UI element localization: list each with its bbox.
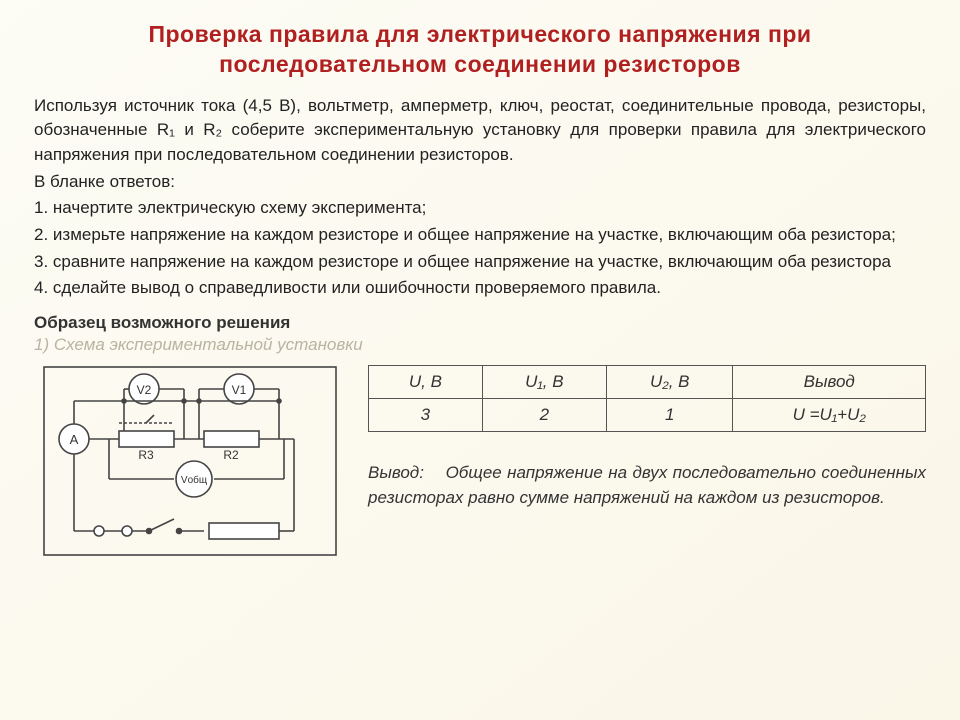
vобщ-label: Vобщ [181,474,207,486]
step-4: 4. сделайте вывод о справедливости или о… [34,276,926,301]
col-conclusion: Вывод [733,365,926,398]
r2-label: R2 [223,448,239,462]
cell-U: 3 [369,398,483,431]
col-U2: U₂, В [607,365,733,398]
col-U1: U₁, В [482,365,606,398]
cell-formula: U =U₁+U₂ [733,398,926,431]
sample-solution-sub: 1) Схема экспериментальной установки [34,335,926,355]
table-data-row: 3 2 1 U =U₁+U₂ [369,398,926,431]
conclusion-text: Общее напряжение на двух последовательно… [368,463,926,508]
step-2: 2. измерьте напряжение на каждом резисто… [34,223,926,248]
r3-label: R3 [138,448,154,462]
title-line-1: Проверка правила для электрического напр… [148,21,811,47]
conclusion-paragraph: Вывод: Общее напряжение на двух последов… [368,460,926,511]
v1-label: V1 [232,383,247,397]
step-3: 3. сравните напряжение на каждом резисто… [34,250,926,275]
v2-label: V2 [137,383,152,397]
ammeter-label: A [70,432,79,447]
circuit-diagram: A V2 V1 [34,361,344,561]
right-column: U, В U₁, В U₂, В Вывод 3 2 1 U =U₁+U₂ Вы… [368,361,926,561]
blank-label: В бланке ответов: [34,170,926,195]
body-text: Используя источник тока (4,5 В), вольтме… [34,94,926,301]
results-table: U, В U₁, В U₂, В Вывод 3 2 1 U =U₁+U₂ [368,365,926,432]
sample-solution-title: Образец возможного решения [34,313,926,333]
lower-row: A V2 V1 [34,361,926,561]
table-header-row: U, В U₁, В U₂, В Вывод [369,365,926,398]
cell-U1: 2 [482,398,606,431]
conclusion-label: Вывод: [368,463,424,482]
slide-title: Проверка правила для электрического напр… [34,20,926,80]
title-line-2: последовательном соединении резисторов [219,51,741,77]
cell-U2: 1 [607,398,733,431]
slide-container: Проверка правила для электрического напр… [0,0,960,581]
intro-paragraph: Используя источник тока (4,5 В), вольтме… [34,94,926,168]
step-1: 1. начертите электрическую схему экспери… [34,196,926,221]
col-U: U, В [369,365,483,398]
